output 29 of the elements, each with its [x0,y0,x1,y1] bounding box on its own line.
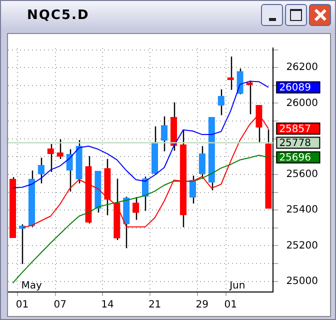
text: 25696 [279,152,311,164]
y-tick-label: 25400 [286,204,318,216]
annotation: Jun [228,280,246,292]
x-tick-label: 01 [16,300,29,311]
y-tick-label: 26200 [286,62,318,74]
candlestick [160,116,168,152]
y-tick-label: 25200 [286,240,318,252]
annotation: May [21,280,42,292]
chart-title: NQC5.D [27,8,90,22]
x-tick-label: 07 [54,300,66,311]
x-tick-label: 29 [196,300,209,311]
candlestick [132,196,140,220]
x-tick-label: 01 [224,300,237,311]
candlestick [198,146,206,180]
ref-line-label: 25778 [279,138,311,149]
candlestick [189,175,196,204]
y-tick-label: 25000 [286,276,318,287]
candlestick [56,138,64,160]
text: 26089 [279,82,311,94]
text: 25857 [279,124,311,135]
x-tick-label: 21 [148,300,162,311]
y-tick-label: 25600 [286,169,318,180]
candlestick [218,88,224,116]
candlestick [66,148,73,192]
candlestick [38,157,44,184]
candlestick [47,143,54,173]
x-tick-label: 14 [101,300,114,311]
candlestick [236,68,244,95]
y-tick-label: 26000 [286,98,318,109]
